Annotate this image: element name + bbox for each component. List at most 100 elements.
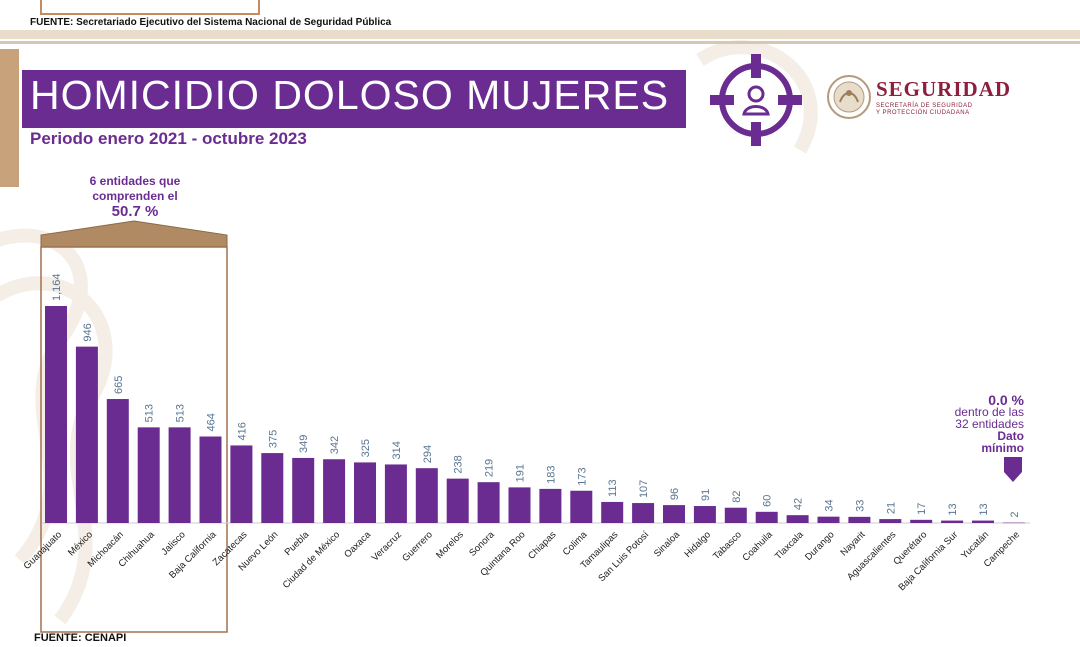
bar-7 bbox=[261, 453, 284, 523]
value-label-0: 1,164 bbox=[51, 273, 63, 301]
bar-21 bbox=[693, 506, 716, 523]
bar-11 bbox=[384, 464, 407, 523]
bar-20 bbox=[663, 505, 685, 523]
category-label-4: Jalisco bbox=[159, 529, 187, 557]
brand-name: SEGURIDAD bbox=[876, 77, 1012, 101]
category-label-23: Coahuila bbox=[741, 529, 776, 564]
bar-18 bbox=[601, 501, 624, 523]
value-label-10: 325 bbox=[360, 439, 372, 457]
category-label-20: Sinaloa bbox=[652, 529, 683, 560]
category-label-17: Colima bbox=[561, 529, 590, 558]
value-label-5: 464 bbox=[206, 413, 218, 431]
value-label-27: 21 bbox=[885, 502, 897, 514]
value-label-31: 2 bbox=[1009, 512, 1021, 518]
category-label-0: Guanajuato bbox=[22, 529, 65, 572]
category-label-12: Guerrero bbox=[400, 529, 435, 564]
category-label-13: Morelos bbox=[434, 529, 466, 561]
top-divider bbox=[0, 30, 1080, 39]
bar-29 bbox=[941, 520, 964, 523]
category-label-24: Tlaxcala bbox=[773, 529, 806, 562]
value-label-3: 513 bbox=[144, 404, 156, 422]
top-divider-line bbox=[0, 41, 1080, 44]
bar-16 bbox=[539, 488, 562, 523]
value-label-14: 219 bbox=[484, 459, 496, 477]
category-label-1: México bbox=[66, 529, 95, 558]
category-label-11: Veracruz bbox=[370, 529, 404, 563]
min-line4: mínimo bbox=[981, 441, 1024, 455]
bar-28 bbox=[910, 519, 933, 523]
bar-1 bbox=[75, 346, 98, 523]
category-label-8: Puebla bbox=[283, 529, 312, 558]
top-group-pct: 50.7 % bbox=[111, 203, 159, 220]
bar-2 bbox=[106, 399, 129, 523]
top-group-annotation: 6 entidades que comprenden el 50.7 % bbox=[60, 174, 210, 219]
value-label-2: 665 bbox=[113, 376, 125, 394]
bar-17 bbox=[570, 490, 593, 523]
national-seal-icon bbox=[827, 75, 871, 119]
category-label-16: Chiapas bbox=[526, 529, 559, 562]
min-line1: dentro de las bbox=[954, 405, 1024, 419]
highlight-frame bbox=[40, 246, 228, 633]
min-line2: 32 entidades bbox=[955, 417, 1024, 431]
bar-4 bbox=[168, 427, 191, 523]
page-subtitle: Periodo enero 2021 - octubre 2023 bbox=[30, 129, 307, 148]
category-label-26: Nayarit bbox=[838, 529, 867, 558]
source-bottom: FUENTE: CENAPI bbox=[34, 632, 127, 644]
bar-12 bbox=[415, 468, 438, 523]
source-top: FUENTE: Secretariado Ejecutivo del Siste… bbox=[30, 17, 392, 28]
category-label-22: Tabasco bbox=[711, 529, 744, 562]
bar-24 bbox=[786, 515, 809, 523]
bar-25 bbox=[817, 516, 840, 523]
value-label-12: 294 bbox=[422, 445, 434, 463]
value-label-4: 513 bbox=[175, 404, 187, 422]
bar-27 bbox=[879, 519, 902, 523]
top-group-line2: comprenden el bbox=[92, 189, 178, 203]
top-group-line1: 6 entidades que bbox=[89, 174, 181, 188]
value-label-19: 107 bbox=[638, 480, 650, 498]
category-label-14: Sonora bbox=[467, 529, 497, 559]
bar-26 bbox=[848, 516, 871, 523]
category-label-29: Baja California Sur bbox=[896, 529, 960, 593]
bar-10 bbox=[354, 462, 376, 523]
bar-6 bbox=[230, 445, 253, 523]
top-frame bbox=[40, 0, 260, 15]
value-label-1: 946 bbox=[82, 323, 94, 341]
value-label-23: 60 bbox=[762, 495, 774, 507]
category-label-25: Durango bbox=[803, 529, 837, 563]
bar-23 bbox=[755, 511, 778, 523]
page-title: HOMICIDIO DOLOSO MUJERES bbox=[30, 72, 670, 118]
category-label-9: Ciudad de México bbox=[281, 529, 343, 591]
value-label-30: 13 bbox=[978, 503, 990, 515]
value-label-24: 42 bbox=[793, 498, 805, 510]
bar-3 bbox=[137, 427, 160, 523]
bar-0 bbox=[45, 306, 67, 523]
value-label-15: 191 bbox=[515, 464, 527, 482]
highlight-bracket-top bbox=[40, 220, 228, 248]
bar-30 bbox=[972, 520, 994, 523]
min-line3: Dato bbox=[997, 429, 1024, 443]
value-label-20: 96 bbox=[669, 488, 681, 500]
bar-9 bbox=[323, 459, 346, 523]
bar-14 bbox=[477, 482, 500, 523]
title-banner: HOMICIDIO DOLOSO MUJERES bbox=[22, 70, 686, 128]
value-label-21: 91 bbox=[700, 489, 712, 501]
value-label-13: 238 bbox=[453, 455, 465, 473]
min-pct: 0.0 % bbox=[988, 392, 1024, 408]
value-label-18: 113 bbox=[607, 479, 619, 497]
bar-8 bbox=[292, 457, 315, 523]
value-label-11: 314 bbox=[391, 441, 403, 459]
value-label-7: 375 bbox=[267, 430, 279, 448]
value-label-22: 82 bbox=[731, 490, 743, 502]
bar-19 bbox=[632, 503, 655, 523]
brand-subtitle-1: SECRETARÍA DE SEGURIDAD bbox=[876, 103, 973, 109]
value-label-28: 17 bbox=[916, 503, 928, 515]
target-woman-icon bbox=[710, 54, 802, 146]
bar-13 bbox=[446, 478, 469, 523]
value-label-9: 342 bbox=[329, 436, 341, 454]
category-label-21: Hidalgo bbox=[682, 529, 713, 560]
value-label-8: 349 bbox=[298, 435, 310, 453]
value-label-6: 416 bbox=[236, 422, 248, 440]
value-label-29: 13 bbox=[947, 503, 959, 515]
bar-22 bbox=[724, 507, 747, 523]
